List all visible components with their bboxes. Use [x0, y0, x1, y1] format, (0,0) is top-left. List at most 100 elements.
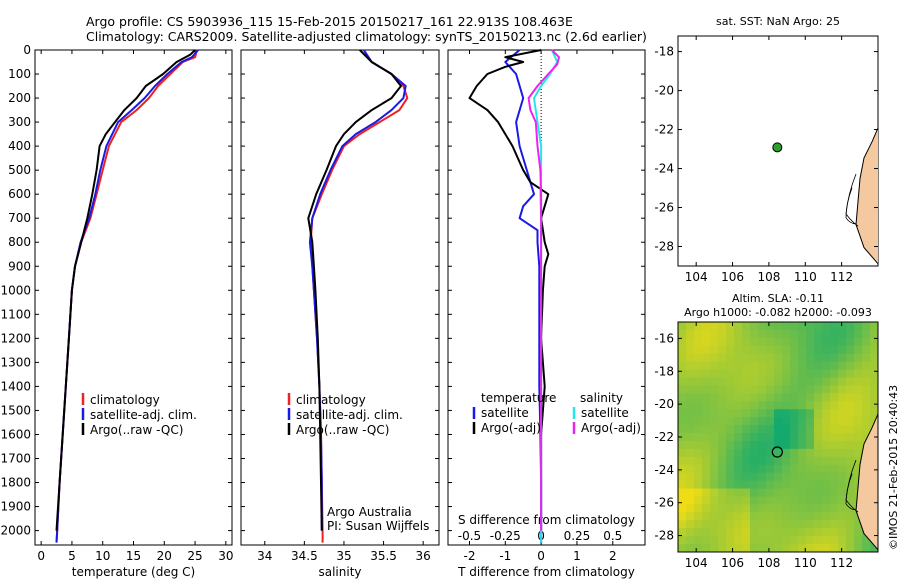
sla-cell: [870, 361, 878, 371]
sst-map-frame: [677, 35, 879, 267]
sla-cell: [678, 528, 687, 537]
salinity-x-tick-label: 34: [257, 549, 272, 563]
sla-cell: [766, 448, 775, 458]
sla-cell: [846, 353, 855, 363]
sla-cell: [854, 369, 863, 379]
sla-cell: [686, 512, 695, 521]
sla-cell: [702, 401, 711, 410]
sla-cell: [718, 393, 727, 402]
sla-cell: [782, 504, 791, 513]
sla-cell: [790, 401, 799, 410]
sla-cell: [710, 512, 719, 521]
sla-cell: [734, 337, 743, 347]
sla-cell: [838, 448, 847, 458]
sla-cell: [742, 322, 751, 331]
sla-cell: [814, 329, 823, 339]
sla-cell: [702, 353, 711, 363]
sla-cell: [742, 401, 751, 410]
sla-cell: [814, 496, 823, 506]
sla-cell: [694, 393, 703, 402]
sla-cell: [846, 464, 855, 474]
sla-cell: [726, 528, 735, 537]
legend-salinity-header: salinity: [580, 391, 623, 405]
sla-cell: [822, 488, 831, 498]
sla-cell: [774, 464, 783, 474]
y-tick-label: 1300: [0, 355, 31, 369]
sla-cell: [830, 448, 839, 458]
temperature-x-tick-label: 10: [95, 549, 110, 563]
sla-cell: [790, 472, 799, 482]
sla-cell: [862, 369, 871, 379]
sla-cell: [686, 528, 695, 537]
sla-cell: [678, 385, 687, 394]
y-tick-label: 1700: [0, 451, 31, 465]
sla-cell: [806, 393, 815, 402]
sla-cell: [734, 536, 743, 545]
sla-cell: [694, 417, 703, 426]
sla-cell: [766, 361, 775, 371]
sla-cell: [782, 464, 791, 474]
sla-cell: [798, 520, 807, 529]
sla-cell: [782, 456, 791, 466]
sla-cell: [814, 456, 823, 466]
sla-cell: [750, 322, 759, 331]
sst_map-x-tick-label: 104: [685, 270, 708, 284]
sla-cell: [782, 393, 791, 402]
sla-cell: [766, 536, 775, 545]
sla-cell: [750, 353, 759, 363]
sla-cell: [734, 401, 743, 410]
sla-cell: [726, 456, 735, 466]
legend-label: satellite: [481, 406, 529, 420]
sla-cell: [734, 472, 743, 482]
sla-cell: [854, 425, 863, 434]
sla-cell: [830, 528, 839, 537]
sla-cell: [686, 409, 695, 418]
sla-cell: [702, 520, 711, 529]
sla-cell: [830, 393, 839, 402]
sla-cell: [830, 456, 839, 466]
sla-cell: [806, 528, 815, 537]
sla-cell: [806, 401, 815, 410]
sla-cell: [854, 361, 863, 371]
annotation-line2: PI: Susan Wijffels: [327, 519, 429, 533]
sla-cell: [782, 472, 791, 482]
sla-cell: [686, 337, 695, 347]
sla-cell: [790, 377, 799, 387]
sla-cell: [782, 520, 791, 529]
sla-cell: [710, 425, 719, 434]
sla-cell: [726, 448, 735, 458]
sla-cell: [734, 322, 743, 331]
sla-cell: [710, 337, 719, 347]
sla-cell: [726, 345, 735, 355]
sla-cell: [798, 417, 807, 426]
sla-cell: [822, 385, 831, 394]
sla-cell: [822, 448, 831, 458]
sla-cell: [830, 496, 839, 506]
sla-cell: [702, 425, 711, 434]
sla-cell: [846, 448, 855, 458]
sla-cell: [870, 369, 878, 379]
sla-cell: [694, 385, 703, 394]
sla-cell: [678, 377, 687, 387]
sla-cell: [758, 322, 767, 331]
sst_map-y-tick-label: -18: [654, 45, 674, 59]
sla-cell: [686, 369, 695, 379]
sla-cell: [870, 377, 878, 387]
sla-cell: [774, 496, 783, 506]
sla-cell: [774, 409, 783, 418]
sla-cell: [790, 520, 799, 529]
sla-cell: [774, 401, 783, 410]
sla-cell: [814, 520, 823, 529]
sla-cell: [830, 322, 839, 331]
annotation-line1: Argo Australia: [327, 505, 412, 519]
sla-cell: [782, 433, 791, 442]
sla-cell: [798, 433, 807, 442]
sla-cell: [838, 504, 847, 513]
sla-cell: [790, 464, 799, 474]
sla-cell: [774, 440, 783, 450]
sla-cell: [678, 456, 687, 466]
sla-cell: [798, 456, 807, 466]
sla-cell: [798, 440, 807, 450]
sla-cell: [742, 464, 751, 474]
sla-cell: [870, 329, 878, 339]
